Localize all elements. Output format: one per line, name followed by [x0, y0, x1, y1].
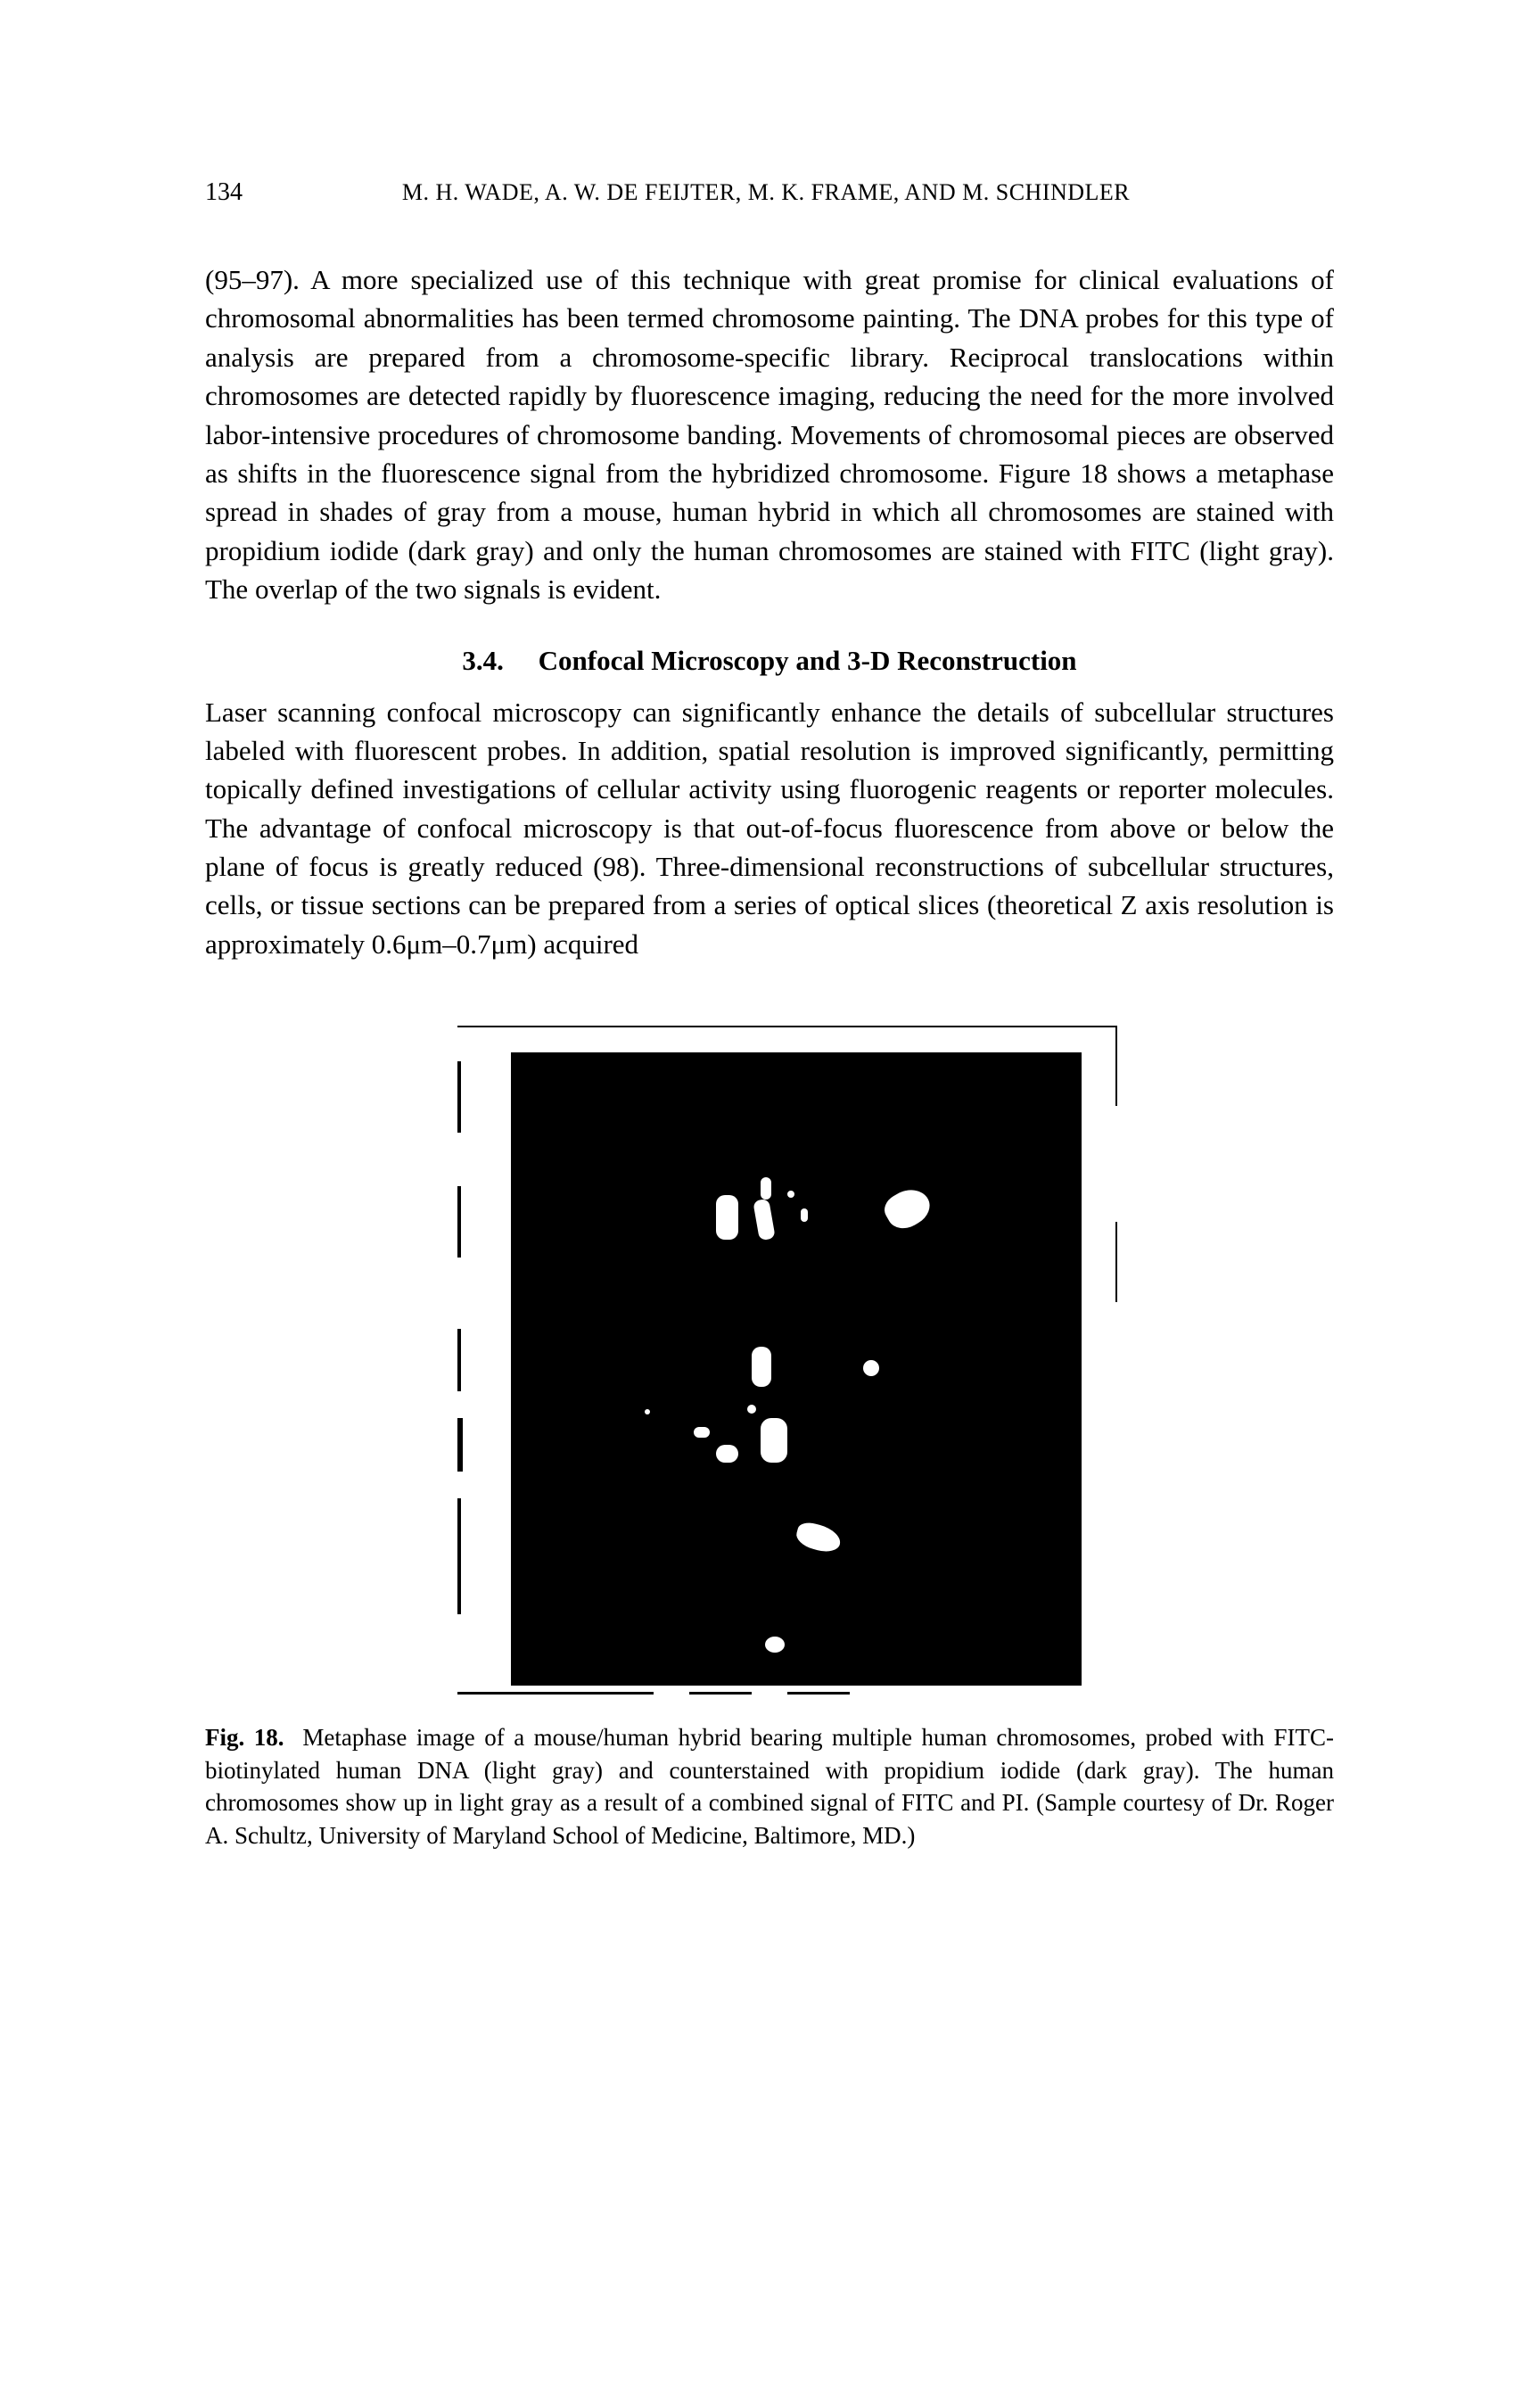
figure-frame [457, 1026, 1117, 1027]
chromosome-blob [765, 1637, 785, 1653]
figure-frame [1115, 1222, 1117, 1302]
section-number: 3.4. [462, 645, 504, 676]
chromosome-blob [761, 1177, 771, 1200]
paragraph-2: Laser scanning confocal microscopy can s… [205, 693, 1334, 964]
figure-frame [457, 1186, 461, 1258]
chromosome-blob [716, 1445, 738, 1463]
page-number: 134 [205, 178, 243, 207]
section-heading: 3.4. Confocal Microscopy and 3-D Reconst… [205, 645, 1334, 677]
chromosome-blob [761, 1418, 787, 1463]
chromosome-blob [801, 1208, 808, 1222]
authors-line: M. H. WADE, A. W. DE FEIJTER, M. K. FRAM… [243, 179, 1289, 206]
paragraph-1: (95–97). A more specialized use of this … [205, 260, 1334, 609]
figure-frame [457, 1061, 461, 1133]
chromosome-blob [752, 1347, 771, 1387]
figure-frame [457, 1692, 654, 1695]
figure-frame [1115, 1026, 1117, 1106]
page-header: 134 M. H. WADE, A. W. DE FEIJTER, M. K. … [205, 178, 1334, 207]
figure-frame [457, 1498, 461, 1614]
figure-frame [787, 1692, 850, 1695]
chromosome-blob [645, 1409, 650, 1414]
figure-18 [205, 1026, 1334, 1703]
figure-caption-text: Metaphase image of a mouse/human hybrid … [205, 1724, 1334, 1848]
figure-label: Fig. 18. [205, 1724, 284, 1751]
chromosome-blob [753, 1199, 776, 1241]
figure-caption: Fig. 18. Metaphase image of a mouse/huma… [205, 1721, 1334, 1851]
chromosome-blob [794, 1520, 844, 1555]
section-title: Confocal Microscopy and 3-D Reconstructi… [539, 645, 1077, 676]
figure-frame [457, 1418, 463, 1472]
chromosome-blob [747, 1405, 756, 1414]
chromosome-blob [863, 1360, 879, 1376]
chromosome-blob [879, 1182, 935, 1235]
chromosome-blob [694, 1427, 710, 1438]
chromosome-blob [787, 1191, 794, 1198]
metaphase-image [511, 1052, 1082, 1686]
figure-frame [457, 1329, 461, 1391]
figure-image [431, 1026, 1108, 1703]
figure-frame [689, 1692, 752, 1695]
chromosome-blob [716, 1195, 738, 1240]
